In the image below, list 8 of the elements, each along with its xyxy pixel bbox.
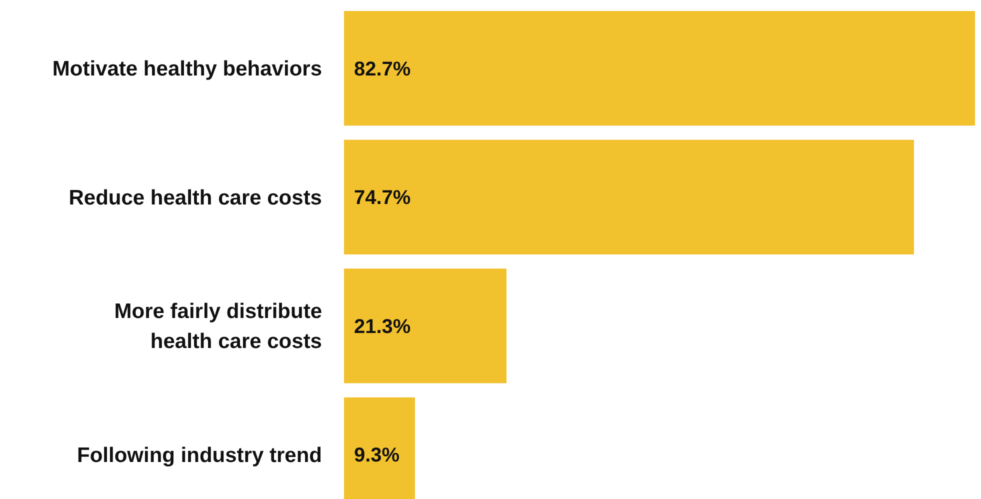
data-label: 82.7% [354, 58, 411, 80]
data-label: 21.3% [354, 316, 411, 338]
y-tick-label: More fairly distribute health care costs [114, 300, 322, 354]
y-tick-label: Following industry trend [77, 444, 322, 468]
data-label: 9.3% [354, 444, 400, 467]
y-tick-label: Motivate healthy behaviors [52, 58, 322, 81]
data-label: 74.7% [354, 187, 411, 210]
y-tick-label: Reduce health care costs [68, 186, 322, 210]
